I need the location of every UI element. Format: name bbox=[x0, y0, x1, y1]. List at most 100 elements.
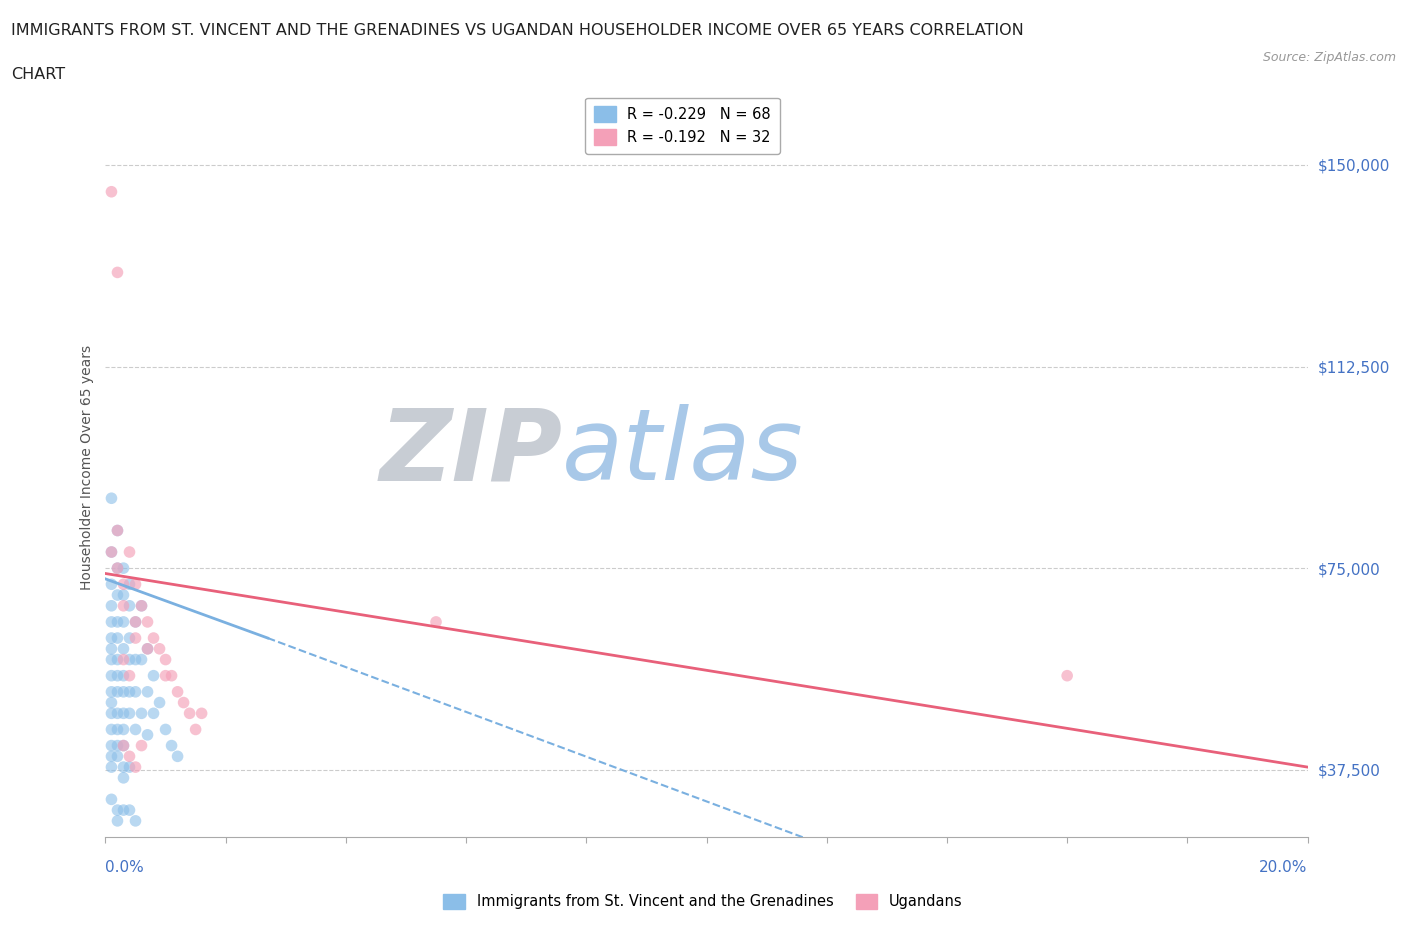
Point bbox=[131, 652, 153, 667]
Point bbox=[107, 669, 129, 684]
Point bbox=[112, 738, 135, 753]
Point bbox=[142, 706, 165, 721]
Point bbox=[160, 669, 183, 684]
Point bbox=[118, 598, 141, 613]
Point bbox=[100, 695, 122, 710]
Point bbox=[131, 706, 153, 721]
Point bbox=[155, 722, 177, 737]
Point bbox=[112, 588, 135, 603]
Point bbox=[107, 684, 129, 699]
Point bbox=[100, 792, 122, 807]
Point bbox=[112, 642, 135, 657]
Point bbox=[112, 684, 135, 699]
Point bbox=[142, 669, 165, 684]
Point bbox=[107, 615, 129, 630]
Point bbox=[148, 642, 170, 657]
Point bbox=[100, 615, 122, 630]
Point bbox=[107, 265, 129, 280]
Point bbox=[136, 642, 159, 657]
Point bbox=[100, 631, 122, 645]
Point bbox=[107, 652, 129, 667]
Point bbox=[118, 652, 141, 667]
Point bbox=[131, 598, 153, 613]
Point bbox=[100, 184, 122, 199]
Point bbox=[107, 706, 129, 721]
Point bbox=[118, 803, 141, 817]
Point bbox=[179, 706, 201, 721]
Point bbox=[124, 684, 146, 699]
Point bbox=[100, 706, 122, 721]
Point bbox=[184, 722, 207, 737]
Point bbox=[124, 814, 146, 829]
Point bbox=[155, 669, 177, 684]
Point bbox=[100, 760, 122, 775]
Point bbox=[107, 803, 129, 817]
Point bbox=[155, 652, 177, 667]
Point bbox=[124, 652, 146, 667]
Point bbox=[107, 631, 129, 645]
Point bbox=[136, 684, 159, 699]
Point bbox=[107, 722, 129, 737]
Point bbox=[118, 760, 141, 775]
Point bbox=[136, 642, 159, 657]
Point bbox=[160, 738, 183, 753]
Point bbox=[100, 577, 122, 591]
Point bbox=[148, 695, 170, 710]
Text: atlas: atlas bbox=[562, 404, 804, 501]
Point bbox=[166, 749, 188, 764]
Point bbox=[100, 598, 122, 613]
Point bbox=[124, 615, 146, 630]
Point bbox=[107, 588, 129, 603]
Point bbox=[100, 545, 122, 560]
Point bbox=[142, 631, 165, 645]
Y-axis label: Householder Income Over 65 years: Householder Income Over 65 years bbox=[80, 345, 94, 590]
Point bbox=[118, 669, 141, 684]
Point bbox=[131, 598, 153, 613]
Point bbox=[118, 545, 141, 560]
Point bbox=[107, 814, 129, 829]
Point bbox=[100, 669, 122, 684]
Point bbox=[425, 615, 447, 630]
Point bbox=[112, 598, 135, 613]
Legend: R = -0.229   N = 68, R = -0.192   N = 32: R = -0.229 N = 68, R = -0.192 N = 32 bbox=[585, 98, 780, 154]
Point bbox=[100, 738, 122, 753]
Point bbox=[107, 523, 129, 538]
Text: Source: ZipAtlas.com: Source: ZipAtlas.com bbox=[1263, 51, 1396, 64]
Point bbox=[124, 615, 146, 630]
Point bbox=[118, 631, 141, 645]
Point bbox=[112, 615, 135, 630]
Text: 20.0%: 20.0% bbox=[1260, 860, 1308, 875]
Point bbox=[166, 684, 188, 699]
Text: CHART: CHART bbox=[11, 67, 65, 82]
Point bbox=[100, 749, 122, 764]
Point bbox=[107, 523, 129, 538]
Point bbox=[131, 738, 153, 753]
Point bbox=[107, 738, 129, 753]
Point bbox=[118, 577, 141, 591]
Point bbox=[1056, 669, 1078, 684]
Point bbox=[124, 722, 146, 737]
Point bbox=[124, 631, 146, 645]
Point bbox=[124, 577, 146, 591]
Point bbox=[107, 749, 129, 764]
Point bbox=[118, 749, 141, 764]
Point bbox=[112, 652, 135, 667]
Point bbox=[124, 760, 146, 775]
Point bbox=[112, 561, 135, 576]
Point bbox=[112, 738, 135, 753]
Point bbox=[112, 722, 135, 737]
Point bbox=[100, 722, 122, 737]
Text: 0.0%: 0.0% bbox=[105, 860, 145, 875]
Point bbox=[107, 561, 129, 576]
Point bbox=[118, 706, 141, 721]
Point bbox=[136, 727, 159, 742]
Text: ZIP: ZIP bbox=[380, 404, 562, 501]
Point bbox=[100, 652, 122, 667]
Legend: Immigrants from St. Vincent and the Grenadines, Ugandans: Immigrants from St. Vincent and the Gren… bbox=[437, 888, 969, 915]
Point bbox=[118, 684, 141, 699]
Point bbox=[112, 706, 135, 721]
Point bbox=[112, 760, 135, 775]
Point bbox=[100, 491, 122, 506]
Point bbox=[136, 615, 159, 630]
Point bbox=[100, 642, 122, 657]
